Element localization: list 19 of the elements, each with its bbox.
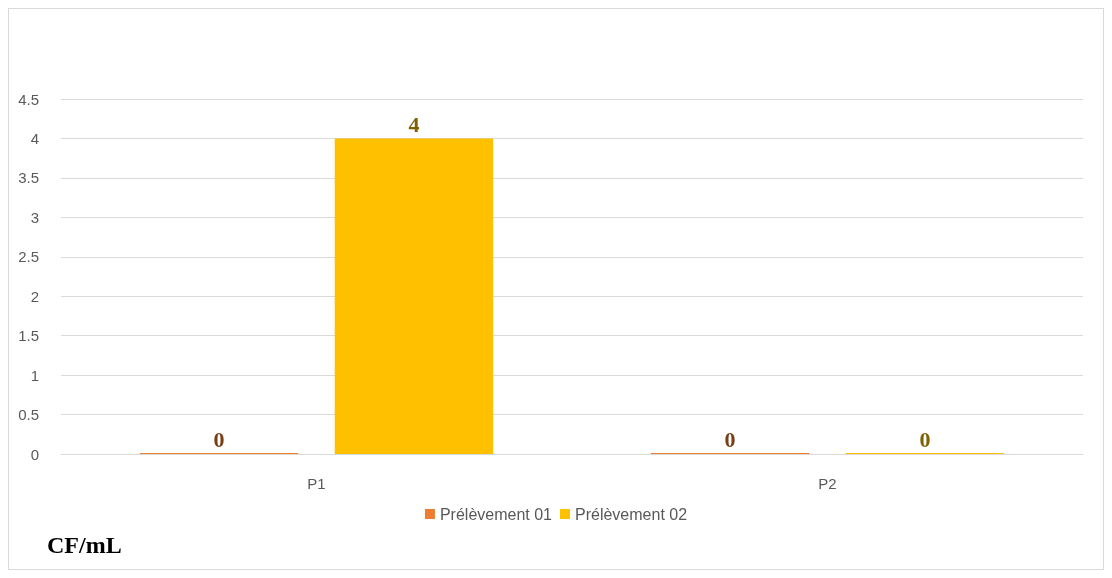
y-tick-label: 1.5 (18, 327, 39, 345)
x-tick-label: P2 (818, 475, 837, 492)
y-tick-label: 3 (30, 208, 39, 226)
legend-label: Prélèvement 01 (439, 505, 553, 523)
y-tick-label: 2 (30, 287, 39, 305)
text: CF/mL (47, 532, 122, 558)
y-tick-label: 3.5 (18, 169, 39, 187)
y-tick-label: 2.5 (18, 248, 39, 266)
data-label: 4 (408, 111, 420, 137)
y-tick-label: 0.5 (18, 406, 39, 424)
y-tick-label: 4 (30, 129, 39, 147)
y-tick-label: 1 (30, 366, 39, 384)
x-tick-label: P1 (307, 475, 326, 492)
y-tick-label: 4.5 (18, 90, 39, 108)
data-label: 0 (919, 426, 931, 452)
data-label: 0 (724, 426, 736, 452)
legend-label: Prélèvement 02 (575, 505, 688, 523)
data-label: 0 (213, 426, 225, 452)
y-tick-label: 0 (30, 445, 39, 463)
